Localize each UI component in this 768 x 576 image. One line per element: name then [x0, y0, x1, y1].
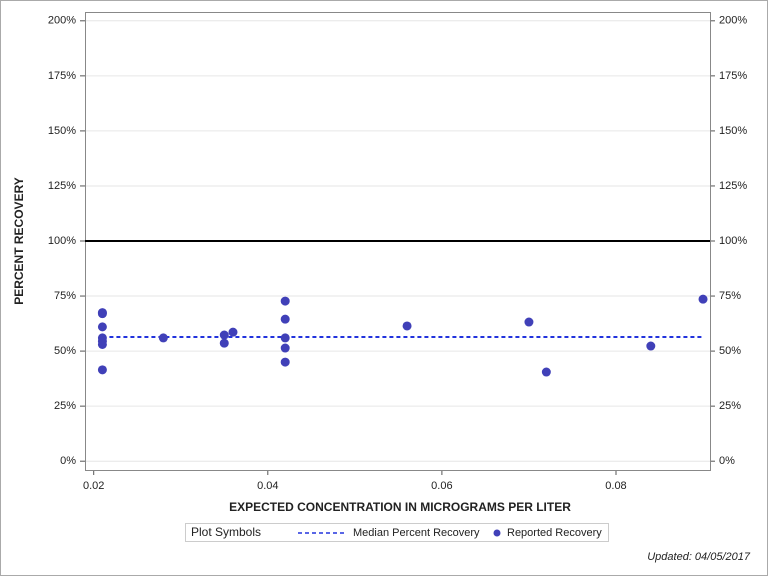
data-point — [97, 365, 107, 375]
y2-tick-label: 50% — [719, 345, 741, 357]
x-tick-label: 0.04 — [257, 480, 278, 492]
y-axis-label: PERCENT RECOVERY — [12, 177, 26, 305]
data-point — [280, 296, 290, 306]
data-point — [402, 321, 412, 331]
footer-note: Updated: 04/05/2017 — [647, 551, 751, 563]
legend-title: Plot Symbols — [191, 525, 261, 539]
data-point — [228, 327, 238, 337]
data-point — [97, 309, 107, 319]
data-point — [280, 357, 290, 367]
y-tick-label: 25% — [54, 400, 76, 412]
y-tick-label: 50% — [54, 345, 76, 357]
y-tick-label: 200% — [48, 15, 76, 27]
y-tick-label: 0% — [60, 455, 76, 467]
y2-tick-label: 75% — [719, 290, 741, 302]
x-tick-label: 0.06 — [431, 480, 452, 492]
y-tick-label: 100% — [48, 235, 76, 247]
data-point — [219, 330, 229, 340]
x-tick-label: 0.02 — [83, 480, 104, 492]
legend-symbol — [493, 529, 501, 537]
data-point — [524, 317, 534, 327]
data-point — [280, 333, 290, 343]
data-point — [97, 322, 107, 332]
data-point — [280, 314, 290, 324]
y2-tick-label: 25% — [719, 400, 741, 412]
y-tick-label: 75% — [54, 290, 76, 302]
y2-tick-label: 100% — [719, 235, 747, 247]
data-point — [219, 338, 229, 348]
y2-tick-label: 0% — [719, 455, 735, 467]
data-point — [646, 341, 656, 351]
legend-label: Median Percent Recovery — [353, 527, 480, 539]
data-point — [280, 343, 290, 353]
data-point — [97, 339, 107, 349]
y2-tick-label: 200% — [719, 15, 747, 27]
legend-label: Reported Recovery — [507, 527, 602, 539]
y2-tick-label: 150% — [719, 125, 747, 137]
x-axis-label: EXPECTED CONCENTRATION IN MICROGRAMS PER… — [229, 500, 571, 514]
y-tick-label: 125% — [48, 180, 76, 192]
y-tick-label: 175% — [48, 70, 76, 82]
legend-box — [185, 523, 609, 542]
x-tick-label: 0.08 — [605, 480, 626, 492]
data-point — [541, 367, 551, 377]
y2-tick-label: 125% — [719, 180, 747, 192]
data-point — [158, 333, 168, 343]
y-tick-label: 150% — [48, 125, 76, 137]
y2-tick-label: 175% — [719, 70, 747, 82]
data-point — [698, 294, 708, 304]
